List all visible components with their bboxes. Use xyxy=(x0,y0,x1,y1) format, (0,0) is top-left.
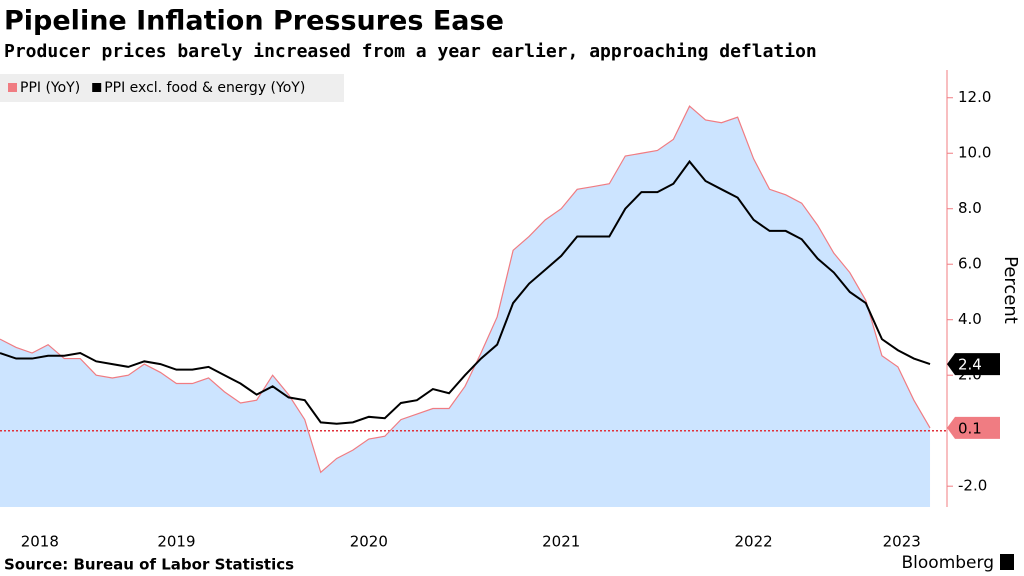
y-tick-label: 10.0 xyxy=(958,144,991,162)
legend-swatch xyxy=(92,83,102,92)
brand: Bloomberg xyxy=(902,553,994,573)
chart-subtitle: Producer prices barely increased from a … xyxy=(4,41,817,62)
area xyxy=(0,106,931,508)
y-tick-label: 4.0 xyxy=(958,310,982,328)
legend-label: PPI excl. food & energy (YoY) xyxy=(104,80,305,96)
y-axis-label: Percent xyxy=(1000,256,1021,324)
last-value-tag xyxy=(947,353,1000,376)
y-tick-label: 6.0 xyxy=(958,255,982,273)
y-tick-label: -2.0 xyxy=(958,477,987,495)
last-value-label: 2.4 xyxy=(958,356,982,374)
x-tick-label: 2019 xyxy=(157,533,195,551)
last-value-label: 0.1 xyxy=(958,419,982,437)
line xyxy=(0,159,931,425)
chart-title: Pipeline Inflation Pressures Ease xyxy=(4,6,504,37)
source: Source: Bureau of Labor Statistics xyxy=(4,556,294,574)
y-tick-label: 12.0 xyxy=(958,88,991,106)
line xyxy=(0,105,931,474)
legend-box xyxy=(0,74,344,102)
y-tick-label: 8.0 xyxy=(958,199,982,217)
x-tick-label: 2022 xyxy=(735,533,773,551)
legend-label: PPI (YoY) xyxy=(20,80,80,96)
last-value-tag xyxy=(947,416,1000,439)
brand-icon xyxy=(1000,554,1014,570)
x-tick-label: 2021 xyxy=(542,533,580,551)
x-tick-label: 2018 xyxy=(21,533,59,551)
x-tick-label: 2020 xyxy=(350,533,388,551)
legend-swatch xyxy=(8,83,17,92)
x-tick-label: 2023 xyxy=(883,533,921,551)
